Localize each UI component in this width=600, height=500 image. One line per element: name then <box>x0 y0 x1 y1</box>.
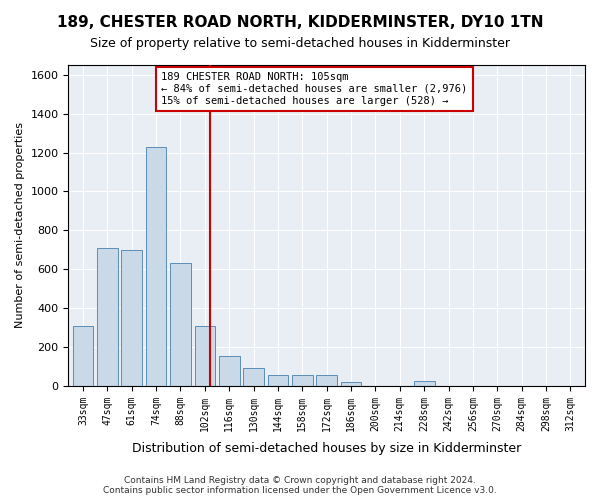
Bar <box>146 146 166 386</box>
Bar <box>194 326 215 386</box>
Bar <box>219 356 239 386</box>
Bar <box>170 264 191 386</box>
Bar <box>268 375 289 386</box>
Bar <box>97 248 118 386</box>
Bar <box>121 250 142 386</box>
Text: Size of property relative to semi-detached houses in Kidderminster: Size of property relative to semi-detach… <box>90 38 510 51</box>
Text: 189 CHESTER ROAD NORTH: 105sqm
← 84% of semi-detached houses are smaller (2,976): 189 CHESTER ROAD NORTH: 105sqm ← 84% of … <box>161 72 467 106</box>
Bar <box>316 375 337 386</box>
Bar <box>414 381 434 386</box>
Bar <box>292 375 313 386</box>
X-axis label: Distribution of semi-detached houses by size in Kidderminster: Distribution of semi-detached houses by … <box>132 442 521 455</box>
Text: 189, CHESTER ROAD NORTH, KIDDERMINSTER, DY10 1TN: 189, CHESTER ROAD NORTH, KIDDERMINSTER, … <box>57 15 543 30</box>
Bar <box>341 382 361 386</box>
Bar <box>73 326 94 386</box>
Y-axis label: Number of semi-detached properties: Number of semi-detached properties <box>15 122 25 328</box>
Text: Contains HM Land Registry data © Crown copyright and database right 2024.
Contai: Contains HM Land Registry data © Crown c… <box>103 476 497 495</box>
Bar <box>243 368 264 386</box>
